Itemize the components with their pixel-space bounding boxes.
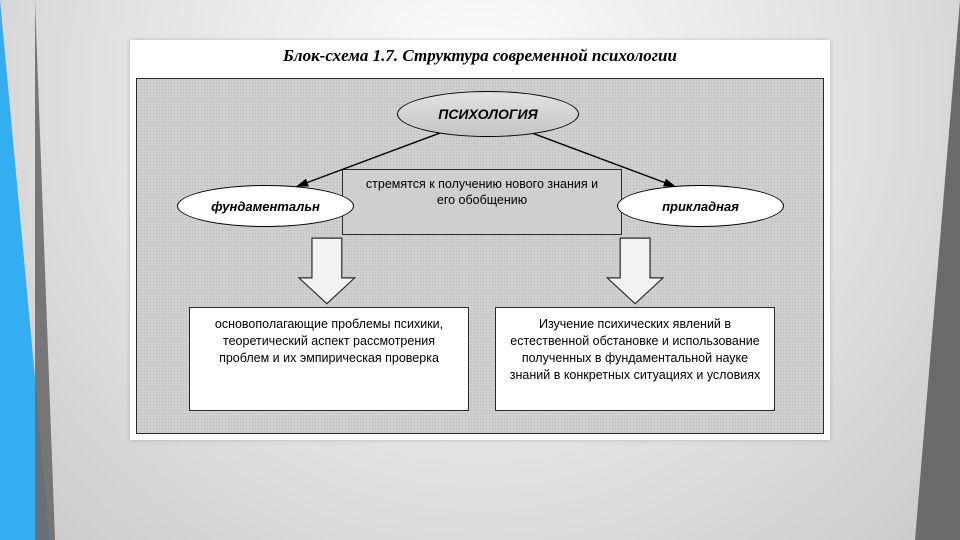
node-root-label: ПСИХОЛОГИЯ [438, 106, 537, 122]
node-right-label: прикладная [662, 199, 739, 214]
node-desc-left: основополагающие проблемы психики, теоре… [189, 307, 469, 411]
diagram-title: Блок-схема 1.7. Структура современной пс… [130, 40, 830, 74]
diagram-panel: Блок-схема 1.7. Структура современной пс… [130, 40, 830, 440]
node-right: прикладная [617, 185, 784, 227]
node-desc-right: Изучение психических явлений в естествен… [495, 307, 775, 411]
accent-wedge-right [915, 0, 960, 540]
accent-wedge-gray-thin [35, 0, 55, 540]
node-left: фундаментальн [177, 185, 354, 227]
diagram-area: стремятся к получению нового знания и ег… [136, 78, 824, 434]
node-root: ПСИХОЛОГИЯ [397, 91, 579, 137]
node-left-label: фундаментальн [211, 199, 320, 214]
node-middle: стремятся к получению нового знания и ег… [342, 169, 622, 235]
slide-stage: Блок-схема 1.7. Структура современной пс… [0, 0, 960, 540]
